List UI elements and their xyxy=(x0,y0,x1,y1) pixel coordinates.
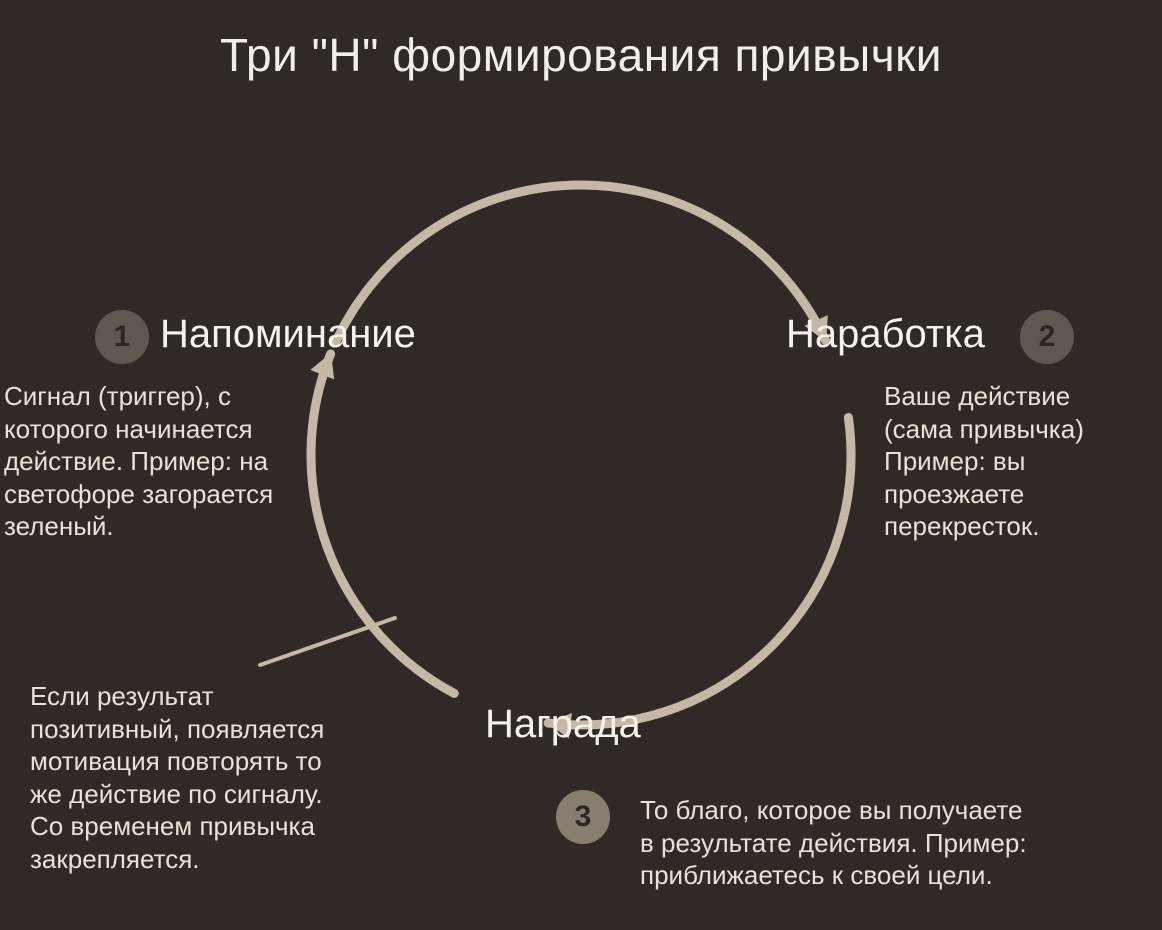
badge-2: 2 xyxy=(1020,310,1074,364)
node-title-2: Наработка xyxy=(786,312,985,357)
node-desc-2: Ваше действие (сама привычка) Пример: вы… xyxy=(884,380,1154,543)
badge-3: 3 xyxy=(556,790,610,844)
badge-1: 1 xyxy=(95,310,149,364)
node-desc-1: Сигнал (триггер), с которого начинается … xyxy=(4,380,334,543)
node-desc-3: То благо, которое вы получаете в результ… xyxy=(640,794,1160,892)
node-desc-extra: Если результат позитивный, появляется мо… xyxy=(30,680,390,875)
node-title-3: Награда xyxy=(485,702,641,747)
node-title-1: Напоминание xyxy=(160,312,416,357)
